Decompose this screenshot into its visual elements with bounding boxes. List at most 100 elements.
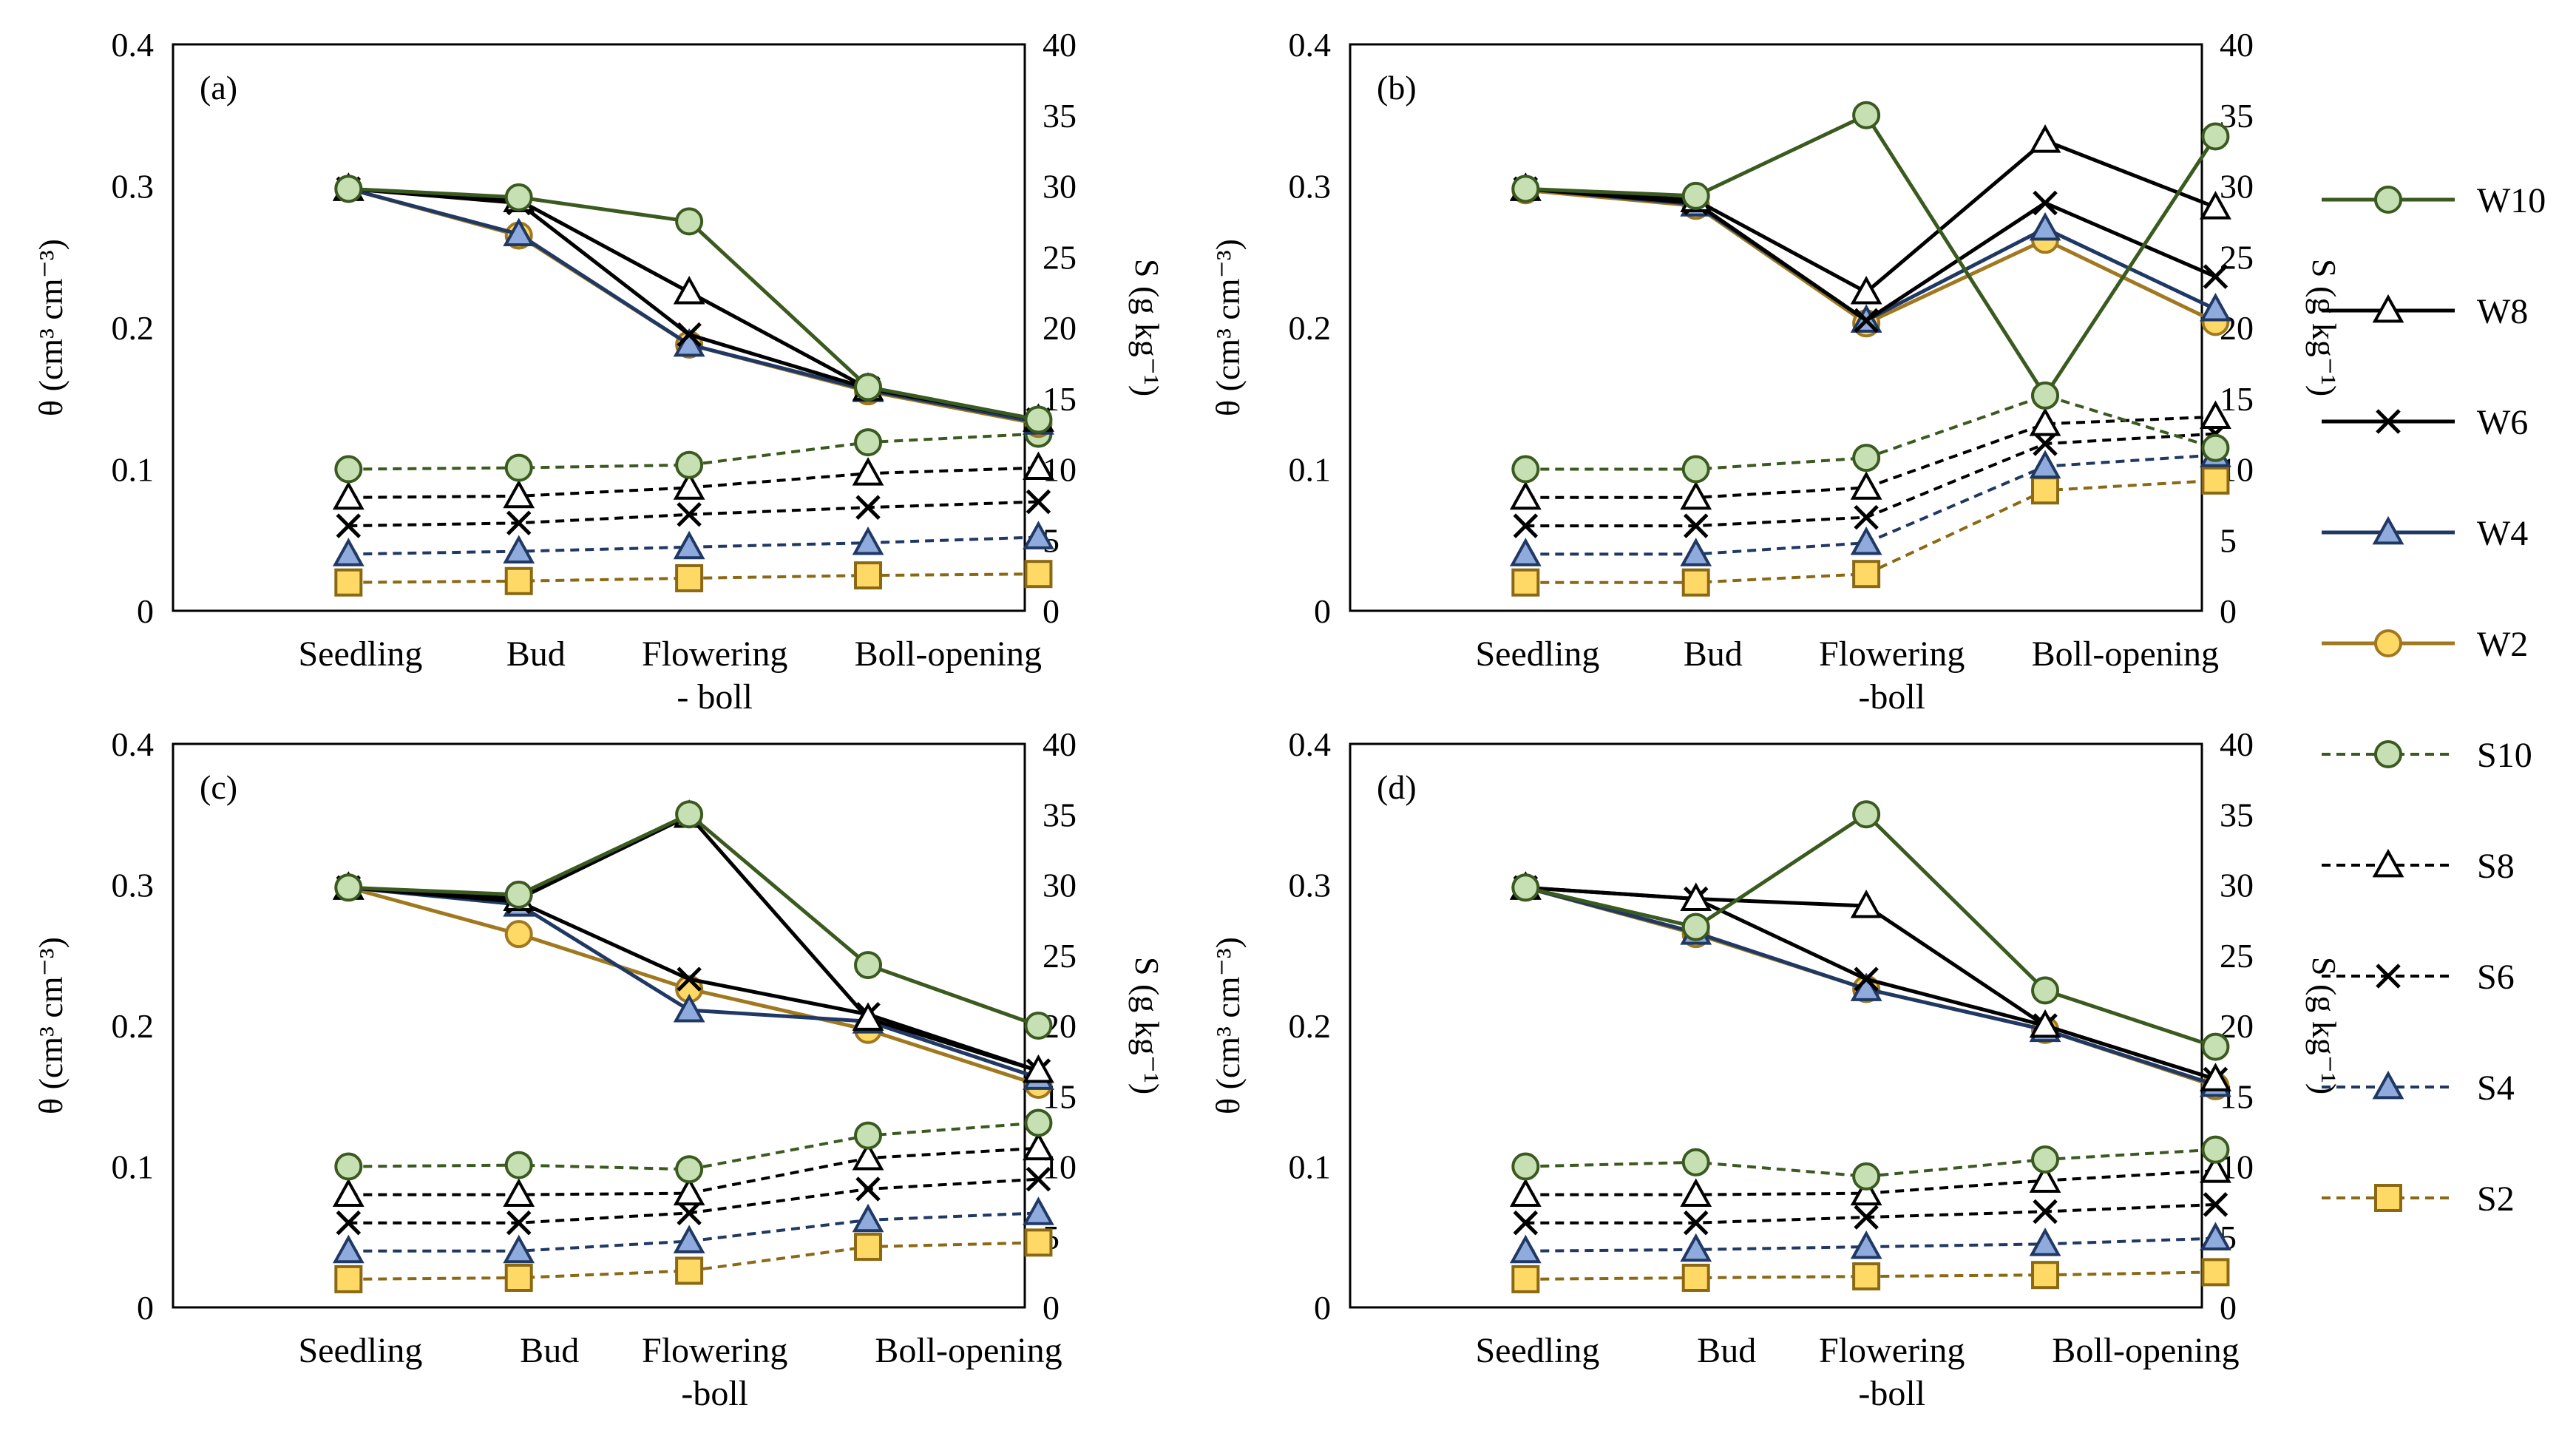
series-s10 bbox=[334, 1108, 1053, 1184]
category-label: Flowering bbox=[642, 634, 787, 674]
plot-frame bbox=[172, 43, 1026, 612]
data-point bbox=[2031, 381, 2060, 410]
category-label: Seedling bbox=[1475, 1331, 1599, 1370]
y-right-tick-label: 30 bbox=[1043, 867, 1077, 904]
legend-item-s8: S8 bbox=[2322, 847, 2515, 886]
data-point bbox=[2031, 476, 2060, 505]
data-point bbox=[1024, 1228, 1053, 1257]
series-line bbox=[1525, 112, 2217, 399]
data-point bbox=[854, 428, 883, 457]
y-left-tick-label: 0 bbox=[1314, 592, 1331, 630]
data-point bbox=[2200, 292, 2231, 322]
data-point bbox=[504, 1151, 533, 1179]
data-point bbox=[673, 530, 705, 560]
y-left-axis-title: θ (cm³ cm⁻³) bbox=[1209, 937, 1247, 1114]
y-right-tick-label: 0 bbox=[2220, 592, 2237, 630]
data-point bbox=[1509, 1178, 1542, 1207]
data-point bbox=[2200, 400, 2231, 430]
category-label: -boll bbox=[681, 1374, 748, 1413]
data-point bbox=[334, 568, 363, 597]
y-left-tick-label: 0 bbox=[137, 1289, 154, 1327]
data-point bbox=[336, 513, 362, 538]
category-label: Boll-opening bbox=[875, 1331, 1062, 1370]
data-point bbox=[336, 1210, 362, 1236]
legend-marker bbox=[2376, 409, 2401, 434]
y-right-axis-title: S (g kg⁻¹) bbox=[1128, 957, 1166, 1094]
data-point bbox=[1854, 966, 1879, 992]
data-point bbox=[1850, 889, 1882, 918]
data-point bbox=[1511, 1152, 1540, 1181]
data-point bbox=[1511, 455, 1540, 484]
data-point bbox=[675, 1256, 704, 1285]
data-point bbox=[1852, 560, 1881, 589]
data-point bbox=[504, 880, 533, 909]
y-right-tick-label: 0 bbox=[2220, 1289, 2237, 1327]
legend-marker bbox=[2372, 294, 2404, 323]
panel-label: (d) bbox=[1377, 768, 1417, 806]
panel-label: (a) bbox=[200, 69, 237, 106]
data-point bbox=[2201, 466, 2230, 495]
y-right-axis-title: S (g kg⁻¹) bbox=[1128, 259, 1166, 396]
data-point bbox=[1513, 513, 1539, 538]
data-point bbox=[677, 966, 702, 992]
legend-label: W8 bbox=[2477, 292, 2528, 331]
y-left-tick-label: 0.2 bbox=[112, 1007, 155, 1045]
series-s6 bbox=[336, 1166, 1051, 1236]
data-point bbox=[504, 183, 533, 211]
legend-label: S4 bbox=[2477, 1069, 2515, 1108]
legend-label: W10 bbox=[2477, 181, 2546, 220]
y-left-tick-label: 0.4 bbox=[1289, 26, 1332, 64]
y-right-tick-label: 5 bbox=[1043, 521, 1060, 559]
data-point bbox=[852, 1002, 884, 1031]
category-label: -boll bbox=[1858, 1374, 1925, 1413]
data-point bbox=[334, 455, 363, 484]
data-point bbox=[1681, 1148, 1710, 1176]
data-point bbox=[2203, 1192, 2228, 1217]
legend-label: W6 bbox=[2477, 403, 2528, 442]
y-left-tick-label: 0.1 bbox=[112, 451, 155, 489]
legend-marker bbox=[2372, 515, 2404, 545]
data-point bbox=[675, 450, 704, 479]
data-point bbox=[1854, 308, 1879, 333]
data-point bbox=[852, 526, 884, 555]
data-point bbox=[2203, 264, 2228, 289]
data-point bbox=[1852, 444, 1881, 473]
data-point bbox=[503, 217, 535, 247]
y-left-tick-label: 0.2 bbox=[1289, 309, 1332, 347]
data-point bbox=[503, 1234, 535, 1264]
series-s8 bbox=[332, 1131, 1054, 1207]
data-point bbox=[1850, 1176, 1882, 1206]
data-point bbox=[334, 873, 363, 902]
legend-marker bbox=[2374, 1184, 2402, 1212]
legend-label: S10 bbox=[2477, 736, 2532, 775]
data-point bbox=[854, 561, 883, 590]
y-right-tick-label: 30 bbox=[1043, 168, 1077, 206]
series-s8 bbox=[332, 451, 1054, 510]
series-line bbox=[1525, 812, 2217, 1049]
data-point bbox=[1854, 1205, 1879, 1230]
y-left-axis-title: θ (cm³ cm⁻³) bbox=[32, 937, 70, 1114]
data-point bbox=[2029, 1009, 2061, 1038]
data-point bbox=[1509, 538, 1542, 566]
category-label: Flowering bbox=[1819, 634, 1965, 674]
legend-marker bbox=[2374, 740, 2402, 768]
category-label: Seedling bbox=[298, 1331, 422, 1370]
data-point bbox=[1513, 1210, 1539, 1236]
data-point bbox=[2029, 124, 2061, 153]
legend-item-w8: W8 bbox=[2322, 292, 2528, 331]
y-right-axis-title: S (g kg⁻¹) bbox=[2305, 259, 2343, 396]
y-left-tick-label: 0.3 bbox=[112, 867, 155, 904]
data-point bbox=[2029, 1228, 2061, 1256]
data-point bbox=[334, 1152, 363, 1181]
y-right-tick-label: 0 bbox=[1043, 592, 1060, 630]
data-point bbox=[1680, 1178, 1712, 1207]
series-w4 bbox=[1509, 172, 2231, 333]
data-point bbox=[2033, 431, 2058, 456]
y-left-axis-title: θ (cm³ cm⁻³) bbox=[32, 239, 70, 416]
series-s8 bbox=[1509, 400, 2231, 510]
data-point bbox=[2201, 433, 2230, 462]
data-point bbox=[504, 566, 533, 595]
legend-item-s4: S4 bbox=[2322, 1069, 2515, 1108]
data-point bbox=[1023, 451, 1054, 480]
